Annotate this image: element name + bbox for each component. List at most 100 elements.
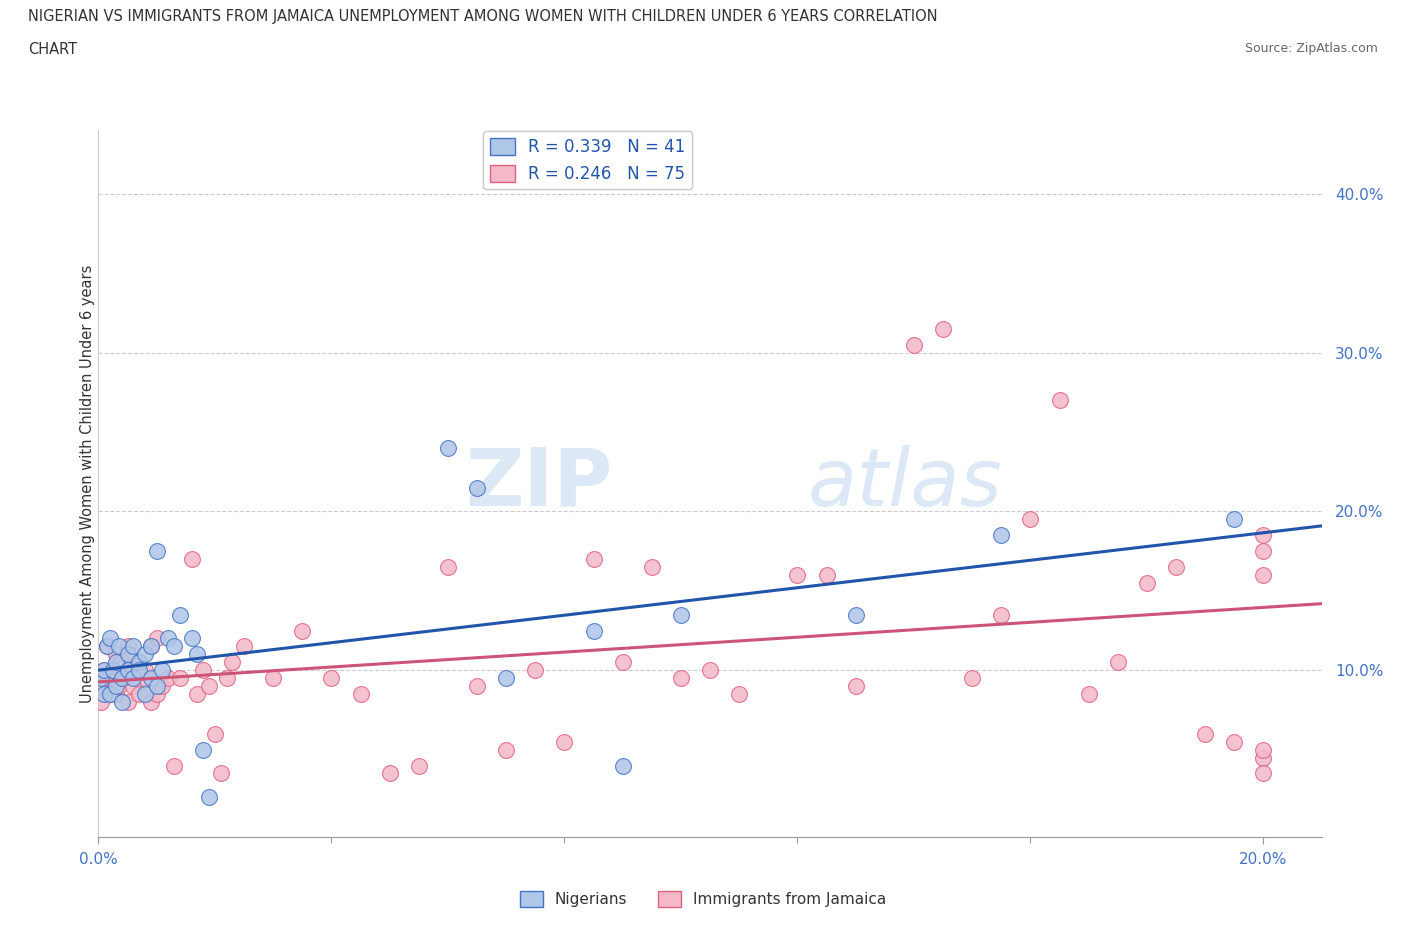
Point [495, 742, 517, 757]
Text: NIGERIAN VS IMMIGRANTS FROM JAMAICA UNEMPLOYMENT AMONG WOMEN WITH CHILDREN UNDER: NIGERIAN VS IMMIGRANTS FROM JAMAICA UNEM… [28, 9, 938, 24]
Point [104, 647, 127, 662]
Legend: Nigerians, Immigrants from Jamaica: Nigerians, Immigrants from Jamaica [513, 884, 893, 913]
Point [1107, 655, 1129, 670]
Point [152, 679, 174, 694]
Point [98, 671, 121, 685]
Text: CHART: CHART [28, 42, 77, 57]
Point [582, 623, 605, 638]
Point [437, 560, 460, 575]
Point [93, 663, 115, 678]
Point [122, 679, 145, 694]
Point [1253, 751, 1275, 765]
Point [204, 726, 226, 741]
Point [221, 655, 243, 670]
Point [291, 623, 314, 638]
Point [990, 607, 1012, 622]
Point [111, 671, 134, 685]
Text: atlas: atlas [808, 445, 1002, 523]
Point [262, 671, 284, 685]
Point [108, 639, 131, 654]
Point [122, 671, 145, 685]
Point [180, 551, 202, 566]
Point [117, 647, 139, 662]
Point [111, 671, 134, 685]
Point [728, 686, 751, 701]
Point [134, 686, 156, 701]
Point [122, 639, 145, 654]
Point [117, 663, 139, 678]
Point [122, 663, 145, 678]
Point [169, 671, 191, 685]
Point [1136, 576, 1159, 591]
Point [932, 321, 955, 336]
Point [1253, 544, 1275, 559]
Point [1077, 686, 1099, 701]
Point [349, 686, 371, 701]
Text: Source: ZipAtlas.com: Source: ZipAtlas.com [1244, 42, 1378, 55]
Point [169, 607, 191, 622]
Point [1253, 742, 1275, 757]
Point [96, 639, 118, 654]
Point [186, 647, 208, 662]
Point [1194, 726, 1216, 741]
Point [104, 679, 127, 694]
Point [1223, 735, 1246, 750]
Point [193, 663, 215, 678]
Point [699, 663, 721, 678]
Point [1019, 512, 1042, 526]
Point [93, 663, 115, 678]
Point [193, 742, 215, 757]
Point [198, 679, 221, 694]
Point [128, 686, 150, 701]
Point [321, 671, 343, 685]
Point [1164, 560, 1187, 575]
Point [90, 671, 112, 685]
Point [524, 663, 547, 678]
Point [233, 639, 256, 654]
Point [669, 671, 692, 685]
Point [145, 686, 167, 701]
Point [98, 686, 121, 701]
Point [152, 663, 174, 678]
Point [1253, 766, 1275, 781]
Text: ZIP: ZIP [465, 445, 612, 523]
Point [111, 695, 134, 710]
Point [845, 679, 868, 694]
Point [845, 607, 868, 622]
Point [1253, 528, 1275, 543]
Point [157, 631, 180, 646]
Point [117, 639, 139, 654]
Point [134, 647, 156, 662]
Point [180, 631, 202, 646]
Point [209, 766, 232, 781]
Point [903, 338, 925, 352]
Point [93, 679, 115, 694]
Point [98, 686, 121, 701]
Point [139, 639, 162, 654]
Point [1049, 392, 1071, 407]
Point [157, 671, 180, 685]
Point [495, 671, 517, 685]
Point [145, 679, 167, 694]
Point [134, 671, 156, 685]
Point [163, 758, 186, 773]
Point [669, 607, 692, 622]
Point [96, 639, 118, 654]
Point [990, 528, 1012, 543]
Point [198, 790, 221, 804]
Point [612, 655, 634, 670]
Point [786, 567, 808, 582]
Point [437, 441, 460, 456]
Point [612, 758, 634, 773]
Y-axis label: Unemployment Among Women with Children Under 6 years: Unemployment Among Women with Children U… [80, 264, 94, 703]
Point [553, 735, 575, 750]
Point [98, 631, 121, 646]
Point [960, 671, 983, 685]
Point [104, 686, 127, 701]
Legend: R = 0.339   N = 41, R = 0.246   N = 75: R = 0.339 N = 41, R = 0.246 N = 75 [484, 131, 692, 190]
Point [378, 766, 401, 781]
Point [186, 686, 208, 701]
Point [145, 544, 167, 559]
Point [101, 663, 124, 678]
Point [139, 639, 162, 654]
